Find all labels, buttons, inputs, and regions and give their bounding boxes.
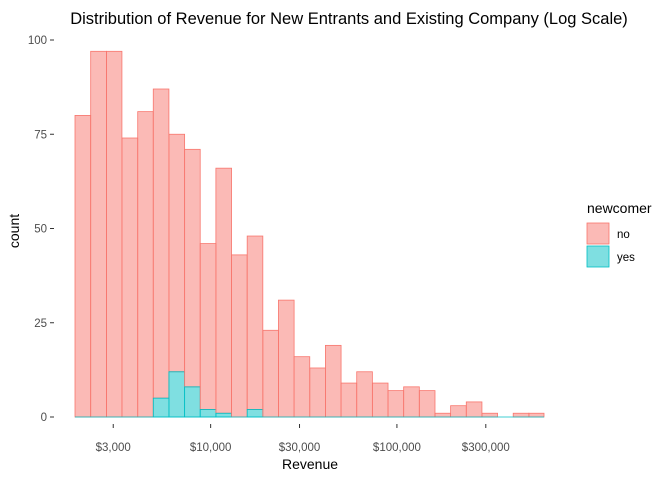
bar-no xyxy=(309,367,326,418)
bar-no xyxy=(450,405,467,418)
bar-no xyxy=(121,137,139,418)
legend-label-no: no xyxy=(617,229,630,241)
x-tick-label: $3,000 xyxy=(96,442,131,454)
bar-no xyxy=(106,50,123,418)
legend-key-yes xyxy=(586,245,610,268)
chart-title: Distribution of Revenue for New Entrants… xyxy=(70,10,628,28)
bar-yes xyxy=(215,412,232,418)
bar-no xyxy=(481,412,498,418)
y-tick-label: 0 xyxy=(41,412,47,424)
legend-key-no xyxy=(586,222,610,245)
bar-no xyxy=(465,401,483,418)
bar-no xyxy=(325,344,342,418)
bar-no xyxy=(434,412,452,418)
x-tick-label: $30,000 xyxy=(279,442,321,454)
bar-no xyxy=(137,111,154,418)
x-tick-label: $300,000 xyxy=(462,442,510,454)
legend: newcomer no yes xyxy=(586,200,652,268)
legend-label-yes: yes xyxy=(617,252,635,264)
bar-no xyxy=(371,382,389,418)
bar-no xyxy=(387,390,405,418)
bar-yes xyxy=(152,397,170,418)
bar-no xyxy=(152,88,170,399)
y-tick-label: 75 xyxy=(34,129,47,141)
bar-no xyxy=(168,133,186,373)
legend-title: newcomer xyxy=(587,200,652,216)
bar-no xyxy=(74,115,92,418)
bar-no xyxy=(293,356,311,418)
bar-no xyxy=(246,235,264,410)
x-axis-title: Revenue xyxy=(282,456,338,472)
y-tick-label: 25 xyxy=(34,318,47,330)
x-axis: $3,000 $10,000 $30,000 $100,000 $300,000 xyxy=(96,424,510,454)
bar-no xyxy=(528,412,545,418)
bar-no xyxy=(278,299,295,418)
bar-no xyxy=(231,254,248,418)
histogram-bars xyxy=(74,50,545,418)
bar-yes xyxy=(246,409,264,418)
bar-no xyxy=(90,50,107,418)
bar-yes xyxy=(199,409,217,418)
x-tick-label: $100,000 xyxy=(373,442,421,454)
bar-yes xyxy=(168,371,186,418)
bar-no xyxy=(184,148,201,388)
bar-no xyxy=(262,329,279,418)
bar-yes xyxy=(184,386,201,418)
y-tick-label: 50 xyxy=(34,224,47,236)
bar-no xyxy=(356,371,373,418)
bar-no xyxy=(199,243,217,410)
bar-no xyxy=(403,386,420,418)
y-axis-title: count xyxy=(6,214,22,248)
bar-no xyxy=(215,167,232,414)
bar-no xyxy=(340,382,358,418)
y-tick-label: 100 xyxy=(28,35,47,47)
x-tick-label: $10,000 xyxy=(190,442,232,454)
bar-no xyxy=(512,412,530,418)
y-axis: 0 25 50 75 100 xyxy=(28,35,54,424)
bar-no xyxy=(418,390,436,418)
